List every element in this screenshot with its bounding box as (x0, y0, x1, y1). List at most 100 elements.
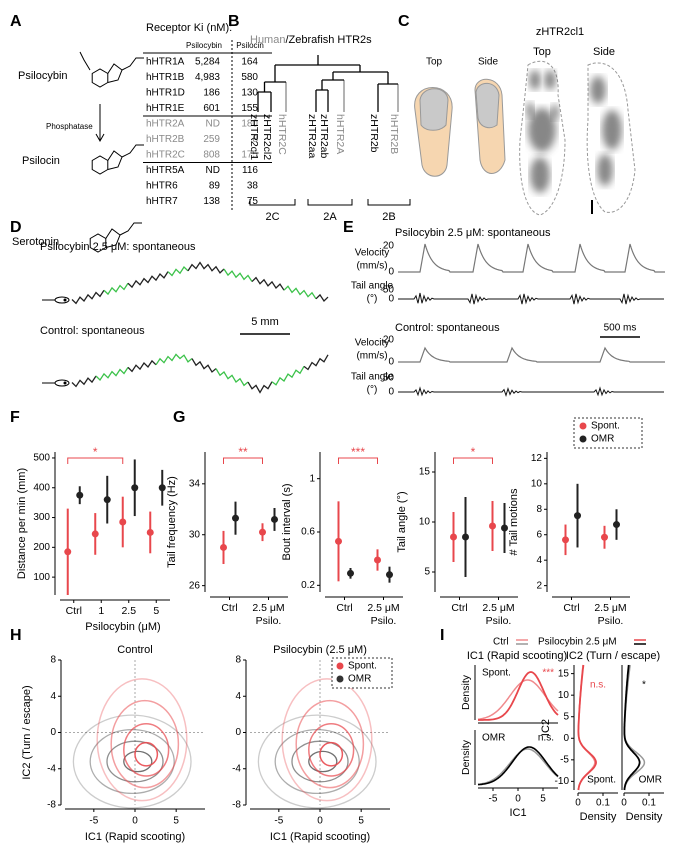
x-tick-label: Psilo. (598, 615, 624, 627)
panel-label: A (10, 13, 22, 30)
significance-label: ** (238, 445, 248, 459)
trajectory (127, 359, 157, 373)
arrow-head (95, 133, 105, 143)
y-axis-label: Bout interval (s) (281, 483, 293, 560)
scale-label: 5 mm (251, 316, 279, 328)
stat-label: n.s. (538, 733, 554, 744)
table-cell: hHTR1A (146, 57, 185, 68)
data-point (374, 556, 381, 564)
contour (106, 740, 164, 783)
tick-label: 0 (388, 387, 394, 398)
data-point (220, 543, 227, 551)
x-axis-label: Psilocybin (μM) (85, 621, 160, 633)
data-point (131, 484, 139, 492)
significance-bracket (338, 457, 378, 464)
legend-swatch (579, 422, 587, 430)
y-axis-label: IC2 (Turn / escape) (21, 685, 33, 779)
leaf-label: zHTR2cl2 (261, 114, 273, 160)
scale-label: 500 ms (604, 323, 637, 334)
y-tick-label: 4 (536, 555, 542, 566)
trajectory (315, 293, 329, 302)
image-title: zHTR2cl1 (536, 26, 584, 38)
condition-label: Spont. (482, 668, 511, 679)
tick-label: 0 (388, 294, 394, 305)
y-tick-label: -5 (560, 754, 569, 765)
y-tick-label: 8 (50, 655, 56, 666)
y-axis-label: # Tail motions (508, 488, 520, 556)
legend-label: Ctrl (493, 637, 509, 648)
table-cell: hHTR1D (146, 88, 185, 99)
molecule-chain (79, 51, 91, 71)
table-cell: 180 (241, 119, 258, 130)
x-tick-label: Ctrl (336, 602, 352, 614)
x-axis-label: Density (580, 811, 617, 823)
fish-eye (63, 381, 67, 385)
y-tick-label: -8 (232, 800, 241, 811)
x-tick-label: 0 (132, 816, 138, 827)
brain-schematic (419, 88, 449, 131)
legend-box (573, 417, 643, 449)
contour (123, 750, 153, 773)
legend-label: OMR (348, 674, 371, 685)
molecule-ring (91, 155, 109, 175)
axis-label: Tail angle (351, 372, 394, 383)
y-tick-label: 0 (235, 727, 241, 738)
data-point (146, 528, 154, 536)
y-tick-label: -8 (47, 800, 56, 811)
axis-label: (mm/s) (356, 261, 387, 272)
view-label: Side (593, 46, 615, 58)
leaf-label: zHTR2aa (306, 114, 318, 159)
density-curve (478, 746, 559, 786)
molecule-ring (107, 150, 123, 170)
molecule-name: Serotonin (12, 236, 59, 248)
table-cell: hHTR6 (146, 181, 178, 192)
leaf-label: zHTR2b (368, 114, 380, 153)
x-tick-label: 5 (540, 794, 546, 805)
expression-blob (544, 70, 556, 90)
contour (308, 723, 355, 777)
y-tick-label: 5 (424, 567, 430, 578)
panel-label: B (228, 13, 240, 30)
x-axis-label: IC1 (509, 807, 526, 819)
stat-label: n.s. (590, 680, 606, 691)
tick-label: 20 (383, 241, 395, 252)
x-tick-label: Psilo. (371, 615, 397, 627)
group-bracket (249, 199, 296, 206)
molecule-name: Psilocin (22, 155, 60, 167)
y-tick-label: 100 (33, 572, 50, 583)
trajectory (247, 381, 273, 394)
panel-label: G (173, 409, 185, 426)
table-cell: 138 (203, 196, 220, 207)
axis-label: (mm/s) (356, 351, 387, 362)
leaf-label: hHTR2A (334, 114, 346, 154)
legend-label: Spont. (348, 661, 377, 672)
legend-swatch (336, 675, 344, 683)
y-tick-label: 4 (235, 691, 241, 702)
table-cell: hHTR2C (146, 150, 185, 161)
chart-title: IC2 (Turn / escape) (566, 650, 660, 662)
x-tick-label: -5 (274, 816, 283, 827)
contour (291, 740, 349, 783)
condition-label: Control: spontaneous (40, 325, 145, 337)
table-cell: hHTR1E (146, 103, 185, 114)
velocity-trace (398, 346, 665, 363)
expression-outline (519, 60, 566, 216)
data-point (489, 522, 496, 530)
legend-label: Psilocybin 2.5 μM (538, 637, 617, 648)
column-header: Psilocybin (186, 41, 222, 50)
tick-label: 50 (383, 285, 395, 296)
title-part: Human (250, 34, 285, 46)
data-point (601, 533, 608, 541)
contour (110, 699, 180, 789)
contour (72, 714, 192, 809)
tail-trace (398, 386, 664, 398)
y-tick-label: 30 (189, 529, 201, 540)
table-cell: hHTR1B (146, 72, 185, 83)
stat-label: *** (542, 668, 554, 679)
x-tick-label: 0.1 (596, 798, 610, 809)
trajectory (303, 354, 329, 371)
x-tick-label: 2.5 μM (367, 602, 399, 614)
data-point (462, 533, 469, 541)
y-axis-label: Tail angle (°) (396, 491, 408, 552)
data-point (450, 533, 457, 541)
